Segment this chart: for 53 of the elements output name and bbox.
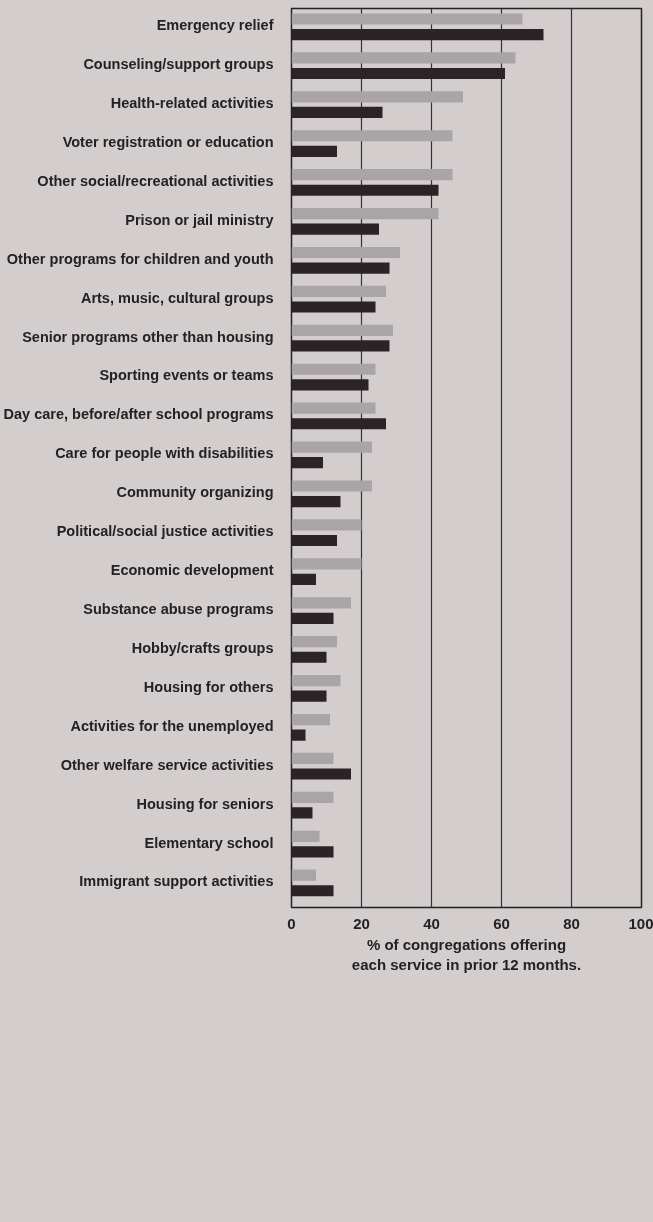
y-tick-label: Housing for seniors xyxy=(136,795,274,812)
y-tick-label: Emergency relief xyxy=(156,17,274,34)
y-tick-label: Political/social justice activities xyxy=(56,523,274,540)
bar xyxy=(291,519,362,531)
bar xyxy=(291,597,351,609)
y-tick-label: Hobby/crafts groups xyxy=(131,639,274,656)
bar xyxy=(291,558,362,570)
bar xyxy=(291,441,372,453)
bar xyxy=(291,207,439,220)
y-tick-label: Community organizing xyxy=(116,484,274,501)
x-tick-label: 0 xyxy=(287,914,296,932)
bar xyxy=(291,480,372,492)
y-tick-label: Elementary school xyxy=(144,834,274,851)
bar xyxy=(291,675,341,687)
bar xyxy=(291,713,330,726)
bar xyxy=(291,636,337,648)
x-axis-title: % of congregations offering each service in prior 12 months. xyxy=(351,935,582,973)
y-tick-label: Prison or jail ministry xyxy=(125,211,274,228)
bar xyxy=(291,363,376,375)
x-tick-label: 40 xyxy=(423,914,440,932)
bar xyxy=(291,324,393,336)
y-tick-label: Immigrant support activities xyxy=(79,873,274,890)
x-tick-label: 60 xyxy=(493,914,510,932)
y-tick-label: Care for people with disabilities xyxy=(55,445,274,462)
y-tick-label: Health-related activities xyxy=(110,95,274,112)
bar xyxy=(291,752,334,765)
x-tick-label: 80 xyxy=(563,914,580,932)
bar xyxy=(291,52,516,64)
bar xyxy=(291,91,463,103)
y-tick-label: Activities for the unemployed xyxy=(70,717,274,734)
y-tick-label: Voter registration or education xyxy=(62,133,274,150)
bar xyxy=(291,791,334,803)
y-tick-label: Economic development xyxy=(110,562,274,579)
y-tick-label: Counseling/support groups xyxy=(83,56,274,73)
y-tick-label: Senior programs other than housing xyxy=(22,328,274,345)
bar xyxy=(291,13,523,25)
bar xyxy=(291,169,453,181)
x-tick-label: 100 xyxy=(628,914,653,932)
y-tick-label: Other programs for children and youth xyxy=(6,250,274,267)
y-tick-label: Other social/recreational activities xyxy=(37,172,274,189)
y-tick-label: Sporting events or teams xyxy=(99,367,274,384)
bar xyxy=(291,130,453,142)
y-tick-label: Arts, music, cultural groups xyxy=(80,289,274,306)
bar xyxy=(291,830,320,842)
bar xyxy=(291,869,316,881)
bar xyxy=(291,402,376,414)
y-tick-label: Day care, before/after school programs xyxy=(3,406,274,423)
y-tick-label: Other welfare service activities xyxy=(60,756,274,773)
bar xyxy=(291,246,400,259)
y-tick-label: Substance abuse programs xyxy=(83,601,274,617)
y-tick-label: Housing for others xyxy=(143,678,274,695)
x-tick-label: 20 xyxy=(353,914,370,932)
bar xyxy=(291,285,386,298)
